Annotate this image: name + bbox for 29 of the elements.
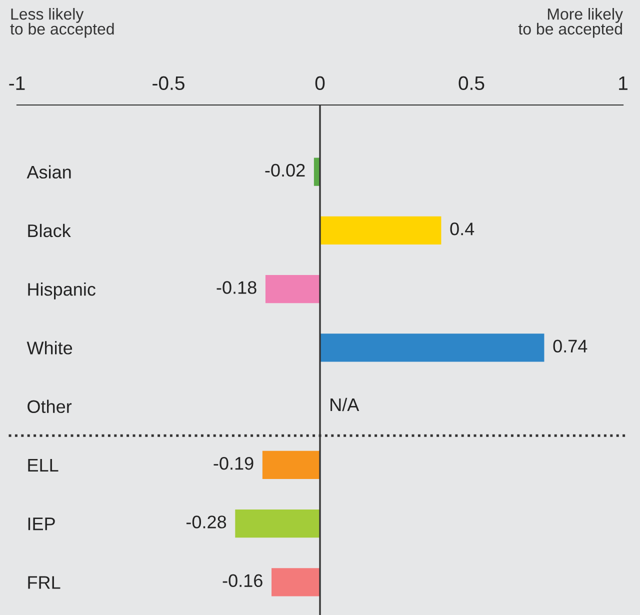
y-tick-label: Black — [28, 224, 71, 238]
data-label: -0.28 — [186, 516, 226, 528]
data-label: -0.02 — [265, 164, 305, 177]
text: Less likely to be accepted — [10, 8, 114, 38]
y-tick-label: White — [26, 341, 72, 354]
bar — [265, 275, 320, 304]
y-tick-label: IEP — [28, 518, 55, 530]
x-tick-label: 0 — [315, 76, 325, 90]
y-tick-label: Hispanic — [28, 282, 96, 300]
annotation: N/A — [330, 398, 360, 412]
data-label: 0.74 — [553, 340, 588, 353]
y-tick-label: FRL — [28, 576, 60, 589]
bar — [272, 568, 320, 596]
y-tick-label: Asian — [26, 165, 71, 179]
bar — [320, 334, 544, 362]
bar — [320, 216, 442, 245]
y-tick-label: ELL — [28, 459, 58, 472]
bar — [235, 509, 320, 538]
x-tick-label: -0.5 — [152, 76, 184, 90]
x-tick-label: -1 — [9, 76, 25, 90]
data-label: -0.18 — [216, 281, 256, 294]
x-tick-label: 0.5 — [458, 76, 484, 90]
data-label: 0.4 — [450, 222, 474, 236]
text: More likely to be accepted — [518, 8, 623, 38]
y-tick-label: Other — [28, 400, 72, 414]
data-label: -0.16 — [222, 574, 262, 588]
x-tick-label: 1 — [619, 76, 628, 90]
bar — [262, 450, 320, 479]
data-label: -0.19 — [214, 456, 254, 470]
